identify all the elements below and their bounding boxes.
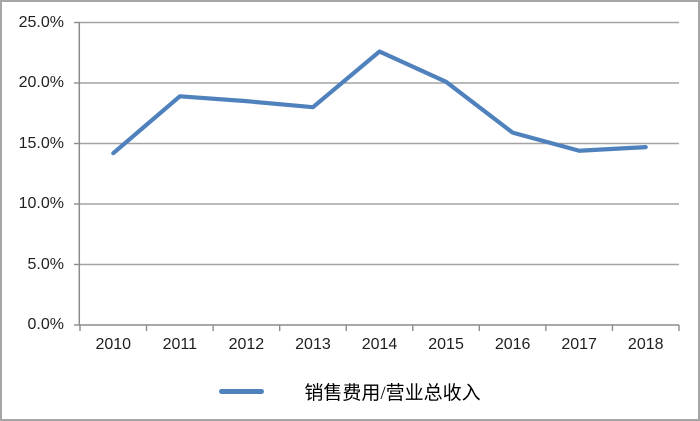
y-axis-tick-label: 20.0% [18, 74, 64, 91]
legend-label: 销售费用/营业总收入 [304, 382, 481, 404]
x-axis-tick-label: 2018 [627, 336, 664, 353]
series-line [111, 49, 648, 156]
x-axis-tick-label: 2016 [494, 336, 531, 353]
x-axis-tick-label: 2010 [95, 336, 132, 353]
x-axis-tick-label: 2017 [561, 336, 597, 353]
y-axis-tick-label: 25.0% [18, 13, 64, 31]
x-axis-tick-label: 2014 [361, 336, 398, 353]
x-axis-tick-label: 2013 [295, 336, 331, 353]
y-axis-tick-label: 5.0% [27, 255, 64, 273]
y-axis-tick-label: 0.0% [27, 316, 64, 333]
x-axis-tick-label: 2012 [228, 336, 265, 353]
legend: 销售费用/营业总收入 [0, 377, 700, 405]
x-axis-tick-label: 2011 [162, 336, 198, 353]
y-axis-tick-label: 15.0% [18, 134, 64, 152]
x-axis-tick-label: 2015 [428, 336, 464, 353]
y-axis-tick-label: 10.0% [18, 195, 64, 212]
legend-line-swatch [219, 388, 265, 394]
